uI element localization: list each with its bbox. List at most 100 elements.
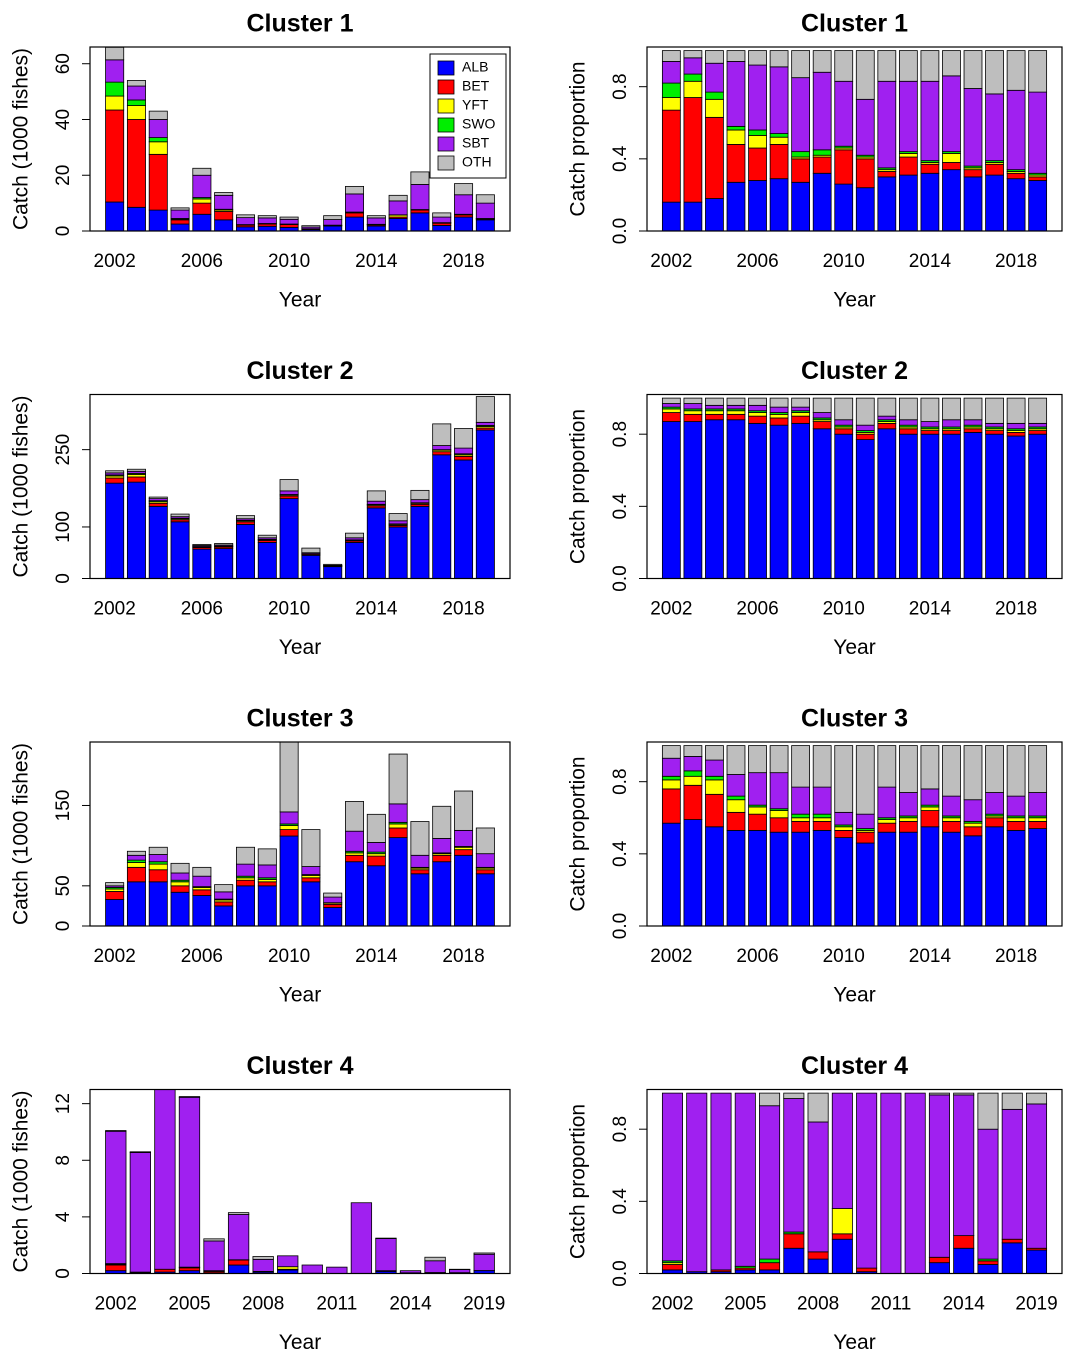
bar-segment [807, 1258, 829, 1274]
bar-segment [880, 1092, 902, 1274]
bar-segment [126, 866, 146, 883]
y-tick-label: 60 [53, 53, 74, 74]
bar-segment [898, 50, 918, 82]
bar-segment [203, 1240, 225, 1272]
bar-segment [301, 866, 321, 875]
bar-segment [475, 429, 495, 579]
y-axis-label: Catch proportion [567, 1104, 590, 1259]
bar-segment [170, 219, 190, 225]
bar-segment [178, 1096, 201, 1098]
bar-segment [920, 788, 940, 806]
bar-segment [942, 831, 961, 926]
bar-segment [985, 163, 1004, 176]
bar-segment [475, 194, 495, 204]
bar-segment [686, 1092, 708, 1273]
bar-segment [748, 50, 767, 66]
bar-segment [856, 1267, 878, 1273]
bar-segment [1001, 1238, 1023, 1244]
bar-segment [432, 854, 452, 863]
bar-segment [748, 147, 767, 181]
x-tick-label: 2002 [95, 1294, 137, 1315]
bar-segment [148, 854, 168, 863]
bar-segment [170, 207, 190, 211]
bar-segment [834, 811, 854, 826]
bar-segment [963, 826, 983, 837]
bar-segment [1006, 178, 1026, 231]
bar-segment [366, 842, 386, 853]
panel: Cluster 2 Year Catch proportion 2002 2006 201… [567, 357, 1063, 659]
bar-segment [1028, 422, 1048, 428]
bar-segment [985, 422, 1004, 428]
bar-segment [473, 1252, 495, 1255]
bar-segment [920, 433, 940, 579]
bar-segment [257, 848, 277, 866]
bar-segment [705, 413, 724, 421]
y-tick-label: 12 [53, 1093, 74, 1114]
y-tick-label: 0.8 [610, 768, 631, 794]
bar-segment [432, 225, 452, 231]
bar-segment [942, 162, 961, 171]
bar-segment [323, 896, 343, 904]
bar-segment [726, 795, 746, 801]
y-tick-label: 0.0 [610, 1260, 631, 1286]
bar-segment [834, 826, 854, 831]
bar-segment [769, 406, 789, 413]
y-tick-label: 100 [53, 511, 74, 543]
bar-segment [410, 869, 430, 875]
bar-segment [705, 779, 724, 795]
bar-segment [154, 1089, 176, 1270]
bar-segment [877, 415, 897, 421]
y-tick-label: 0.4 [610, 1188, 631, 1215]
bar-segment [126, 881, 146, 926]
bar-segment [855, 397, 875, 426]
bar-segment [257, 864, 277, 879]
bar-segment [791, 77, 811, 153]
bar-segment [661, 50, 681, 62]
bar-segment [683, 756, 703, 772]
bar-segment [1028, 397, 1048, 424]
x-axis-label: Year [833, 289, 875, 312]
x-tick-label: 2006 [181, 946, 223, 967]
bar-segment [769, 417, 789, 426]
x-tick-label: 2002 [650, 599, 692, 620]
bar-segment [726, 413, 746, 421]
bar-segment [227, 1214, 250, 1261]
bar-segment [148, 209, 168, 231]
bar-segment [877, 822, 897, 833]
bar-segment [877, 819, 897, 824]
bar-segment [170, 881, 190, 887]
bar-segment [235, 846, 255, 865]
bar-segment [432, 454, 452, 579]
bar-segment [855, 813, 875, 829]
bar-segment [985, 792, 1004, 815]
y-axis-label: Catch (1000 fishes) [10, 48, 33, 230]
plot-frame [646, 741, 1063, 927]
bar-segment [855, 187, 875, 231]
bar-segment [432, 423, 452, 446]
bar-segment [257, 217, 277, 224]
bar-segment [831, 1092, 853, 1209]
bar-segment [432, 838, 452, 854]
bar-segment [257, 885, 277, 926]
bar-segment [734, 1092, 756, 1267]
bar-segment [475, 873, 495, 926]
plot-frame [89, 46, 511, 232]
bar-segment [705, 826, 724, 926]
bar-segment [345, 185, 365, 195]
bar-segment [178, 1267, 201, 1272]
bar-segment [748, 134, 767, 149]
bar-segment [301, 225, 321, 228]
bar-segment [683, 403, 703, 410]
bar-segment [726, 811, 746, 831]
bar-segment [454, 428, 474, 449]
bar-segment [812, 156, 832, 174]
bar-segment [126, 99, 146, 106]
bar-segment [214, 211, 234, 221]
bar-segment [192, 548, 212, 579]
bar-segment [683, 745, 703, 757]
bar-segment [683, 73, 703, 82]
bar-segment [410, 489, 430, 501]
bar-segment [214, 548, 234, 579]
bar-segment [323, 225, 343, 231]
bar-segment [345, 532, 365, 539]
